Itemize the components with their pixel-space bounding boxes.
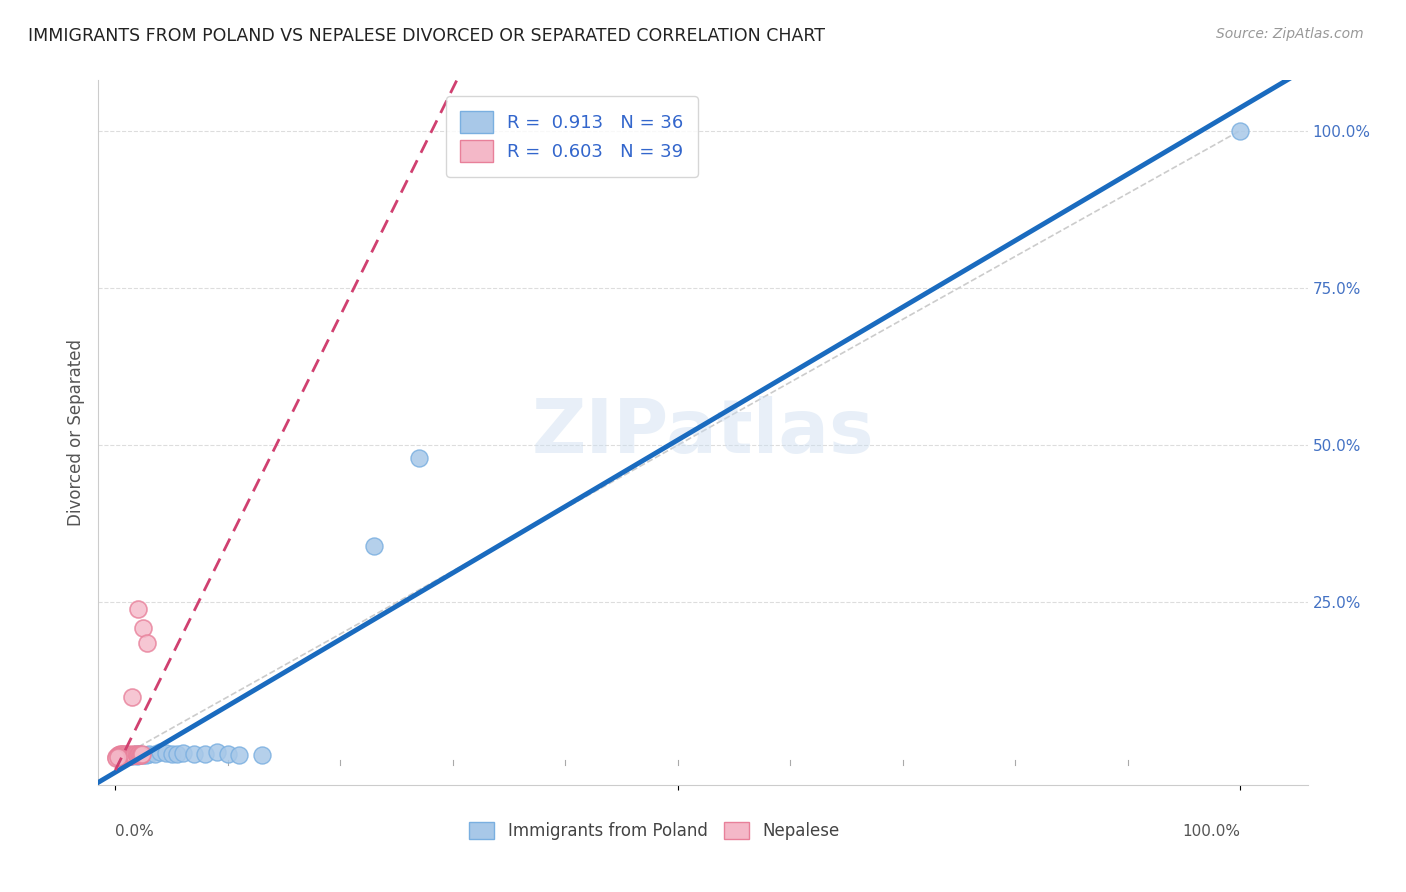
Point: [120, 748, 142, 763]
Point: [132, 747, 155, 762]
Point: [143, 747, 166, 761]
Point: [132, 621, 155, 635]
Point: [105, 750, 128, 764]
Text: IMMIGRANTS FROM POLAND VS NEPALESE DIVORCED OR SEPARATED CORRELATION CHART: IMMIGRANTS FROM POLAND VS NEPALESE DIVOR…: [28, 27, 825, 45]
Point: [111, 749, 134, 764]
Point: [115, 749, 138, 764]
Point: [107, 747, 129, 762]
Point: [131, 747, 153, 761]
Point: [112, 747, 135, 761]
Point: [135, 636, 157, 650]
Point: [128, 747, 150, 761]
Point: [112, 749, 135, 764]
Point: [194, 747, 217, 761]
Point: [250, 747, 273, 762]
Point: [127, 747, 149, 762]
Point: [121, 749, 143, 764]
Point: [107, 749, 129, 764]
Point: [108, 747, 131, 761]
Point: [112, 748, 135, 763]
Point: [138, 747, 160, 761]
Point: [121, 747, 143, 762]
Point: [118, 749, 141, 764]
Point: [107, 750, 129, 764]
Point: [124, 747, 146, 762]
Point: [135, 748, 157, 763]
Point: [363, 539, 385, 553]
Text: Source: ZipAtlas.com: Source: ZipAtlas.com: [1216, 27, 1364, 41]
Point: [217, 747, 239, 761]
Text: 0.0%: 0.0%: [115, 823, 155, 838]
Point: [166, 747, 188, 761]
Point: [124, 747, 146, 761]
Point: [124, 748, 146, 763]
Point: [160, 747, 183, 761]
Point: [155, 746, 177, 760]
Point: [121, 747, 143, 761]
Point: [120, 747, 142, 762]
Point: [129, 747, 152, 761]
Point: [228, 747, 250, 762]
Text: 100.0%: 100.0%: [1182, 823, 1240, 838]
Point: [125, 749, 148, 764]
Point: [111, 748, 134, 763]
Point: [107, 748, 129, 763]
Point: [127, 747, 149, 762]
Point: [117, 748, 139, 763]
Point: [408, 450, 430, 465]
Point: [183, 747, 205, 761]
Point: [118, 749, 141, 764]
Point: [205, 745, 228, 759]
Point: [107, 749, 129, 764]
Text: ZIPatlas: ZIPatlas: [531, 396, 875, 469]
Point: [112, 748, 135, 763]
Point: [112, 749, 135, 764]
Point: [172, 746, 194, 760]
Point: [129, 747, 152, 762]
Point: [129, 748, 152, 763]
Point: [115, 747, 138, 761]
Point: [107, 749, 129, 764]
Point: [112, 749, 135, 764]
Point: [110, 749, 132, 764]
Y-axis label: Divorced or Separated: Divorced or Separated: [66, 339, 84, 526]
Point: [110, 750, 132, 764]
Point: [111, 747, 134, 761]
Point: [107, 747, 129, 762]
Point: [114, 747, 136, 762]
Point: [118, 747, 141, 762]
Point: [124, 747, 146, 761]
Point: [127, 601, 149, 615]
Legend: Immigrants from Poland, Nepalese: Immigrants from Poland, Nepalese: [463, 815, 846, 847]
Point: [115, 747, 138, 762]
Point: [125, 748, 148, 763]
Point: [108, 749, 131, 764]
Point: [114, 749, 136, 764]
Point: [1229, 123, 1251, 137]
Point: [121, 690, 143, 704]
Point: [149, 745, 172, 759]
Point: [122, 748, 145, 763]
Point: [118, 748, 141, 763]
Point: [110, 747, 132, 762]
Point: [108, 749, 131, 764]
Point: [105, 751, 128, 765]
